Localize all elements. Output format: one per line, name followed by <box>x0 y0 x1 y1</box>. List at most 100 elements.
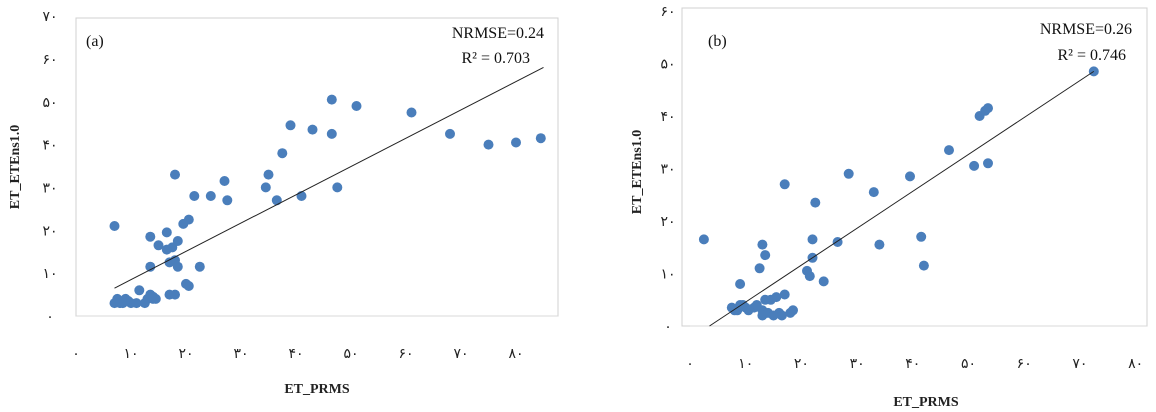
r2-label-b: R² = 0.746 <box>1058 47 1127 64</box>
x-tick-label: ۸۰ <box>1128 356 1143 372</box>
x-tick-label: ۵۰ <box>343 346 358 362</box>
data-point <box>131 298 142 309</box>
data-point <box>868 187 879 198</box>
data-point <box>222 195 233 206</box>
y-tick-label: ۵۰ <box>42 95 57 111</box>
x-tick-label: ۱۰ <box>123 346 138 362</box>
data-point <box>483 139 494 150</box>
nrmse-label-b: NRMSE=0.26 <box>1040 21 1132 38</box>
data-point <box>351 101 362 111</box>
data-point <box>983 103 993 114</box>
trendline-b <box>709 70 1095 327</box>
y-tick-label: ۰ <box>46 309 54 325</box>
x-tick-label: ۳۰ <box>850 356 865 372</box>
data-point <box>326 94 337 105</box>
r2-label-a: R² = 0.703 <box>462 50 531 67</box>
data-point <box>779 289 790 300</box>
y-axis-title-a: ET_ETEns1.0 <box>8 125 23 209</box>
data-point <box>134 285 145 296</box>
data-point <box>760 250 771 261</box>
y-tick-label: ۷۰ <box>42 9 57 25</box>
y-axis-title-b: ET_ETEns1.0 <box>630 130 645 214</box>
x-tick-label: ۸۰ <box>508 346 523 362</box>
data-point <box>285 120 296 131</box>
x-tick-labels-a: ۰ ۱۰ ۲۰ ۳۰ ۴۰ ۵۰ ۶۰ ۷۰ ۸۰ <box>72 346 523 362</box>
data-point <box>145 261 156 272</box>
data-point <box>807 234 818 245</box>
x-tick-label: ۷۰ <box>1072 356 1087 372</box>
data-point <box>150 293 161 304</box>
data-point <box>698 234 709 245</box>
data-point <box>219 176 230 186</box>
y-tick-label: ۶۰ <box>660 4 675 20</box>
y-tick-labels-a: ۰ ۱۰ ۲۰ ۳۰ ۴۰ ۵۰ ۶۰ ۷۰ <box>42 9 57 325</box>
data-point <box>326 128 337 139</box>
data-point <box>260 182 271 193</box>
y-tick-label: ۱۰ <box>660 267 675 283</box>
x-tick-label: ۴۰ <box>905 356 920 372</box>
data-point <box>535 133 546 144</box>
data-point <box>944 145 954 156</box>
panel-label-b: (b) <box>708 33 727 50</box>
data-point <box>172 236 183 246</box>
y-tick-label: ۴۰ <box>42 138 57 154</box>
data-point <box>194 261 205 272</box>
y-tick-label: ۱۰ <box>42 266 57 282</box>
x-tick-label: ۷۰ <box>453 346 468 362</box>
data-point <box>918 260 929 271</box>
data-point <box>905 171 915 182</box>
data-point <box>511 137 521 148</box>
scatter-points-b <box>698 66 1099 321</box>
y-tick-label: ۳۰ <box>42 180 57 196</box>
y-tick-label: ۳۰ <box>660 162 675 178</box>
scatter-points-a <box>109 94 546 309</box>
x-tick-label: ۶۰ <box>398 346 413 362</box>
data-point <box>406 107 417 118</box>
x-tick-label: ۲۰ <box>178 346 193 362</box>
data-point <box>757 239 768 250</box>
data-point <box>874 239 885 250</box>
data-point <box>818 276 829 287</box>
x-tick-label: ۲۰ <box>794 356 809 372</box>
panel-a: ۰ ۱۰ ۲۰ ۳۰ ۴۰ ۵۰ ۶۰ ۷۰ ۰ ۱۰ ۲۰ ۳۰ ۴۰ ۵۰ ۶۰ ۷۰ ۸۰ (a) NR… <box>8 9 559 397</box>
x-tick-labels-b: ۰ ۱۰ ۲۰ ۳۰ ۴۰ ۵۰ ۶۰ ۷۰ ۸۰ <box>686 356 1143 372</box>
data-point <box>153 240 164 251</box>
trendline-a <box>114 67 544 289</box>
data-point <box>170 169 180 180</box>
data-point <box>277 148 288 159</box>
x-tick-label: ۴۰ <box>288 346 303 362</box>
y-tick-label: ۰ <box>664 319 672 335</box>
data-point <box>205 191 216 201</box>
data-point <box>810 197 821 208</box>
data-point <box>754 263 765 274</box>
data-point <box>145 231 156 242</box>
x-tick-label: ۱۰ <box>738 356 753 372</box>
data-point <box>779 179 790 190</box>
y-tick-label: ۶۰ <box>42 52 57 68</box>
y-tick-label: ۲۰ <box>660 214 675 230</box>
x-tick-label: ۶۰ <box>1017 356 1032 372</box>
data-point <box>776 310 787 321</box>
data-point <box>843 168 854 179</box>
data-point <box>969 160 980 171</box>
y-tick-label: ۲۰ <box>42 223 57 239</box>
data-point <box>983 158 993 169</box>
data-point <box>307 124 318 135</box>
data-point <box>804 271 815 282</box>
panel-b: ۰ ۱۰ ۲۰ ۳۰ ۴۰ ۵۰ ۶۰ ۰ ۱۰ ۲۰ ۳۰ ۴۰ ۵۰ ۶۰ ۷۰ ۸۰ (b) NRMS… <box>630 4 1148 410</box>
data-point <box>183 281 194 291</box>
data-point <box>170 289 180 300</box>
data-point <box>735 279 746 289</box>
y-tick-label: ۵۰ <box>660 57 675 73</box>
data-point <box>172 261 183 272</box>
data-point <box>445 128 455 139</box>
data-point <box>183 214 194 225</box>
x-tick-label: ۰ <box>72 346 80 362</box>
data-point <box>271 195 282 206</box>
data-point <box>771 292 782 303</box>
panel-label-a: (a) <box>86 33 104 50</box>
data-point <box>332 182 343 193</box>
x-axis-title-b: ET_PRMS <box>893 395 959 410</box>
data-point <box>109 221 120 231</box>
